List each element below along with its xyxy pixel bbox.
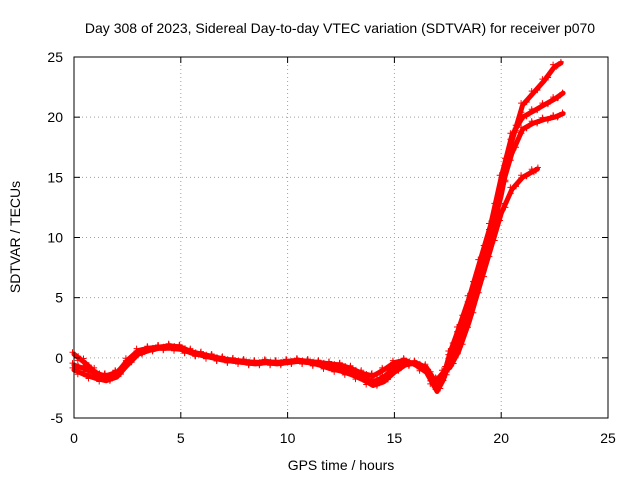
axis-ticks: 0 5 10 15 20 25 -5 0 5 10 15 20 25 [47,49,616,446]
series-markers-band-d [432,164,541,381]
x-tick-label: 15 [387,430,403,446]
y-tick-label: 5 [55,290,63,306]
grid-lines [74,57,608,418]
y-tick-label: 20 [47,109,63,125]
x-tick-label: 10 [280,430,296,446]
y-axis-title: SDTVAR / TECUs [7,181,23,293]
y-tick-label: 0 [55,350,63,366]
series-layer [69,58,566,394]
x-tick-label: 25 [600,430,616,446]
y-tick-label: 15 [47,169,63,185]
y-tick-label: 25 [47,49,63,65]
chart-title: Day 308 of 2023, Sidereal Day-to-day VTE… [85,20,595,36]
y-tick-label: -5 [51,410,64,426]
y-tick-label: 10 [47,230,63,246]
x-tick-label: 20 [493,430,509,446]
x-tick-label: 0 [70,430,78,446]
series-markers-band-c [69,109,566,389]
x-axis-title: GPS time / hours [288,457,395,473]
x-tick-label: 5 [177,430,185,446]
